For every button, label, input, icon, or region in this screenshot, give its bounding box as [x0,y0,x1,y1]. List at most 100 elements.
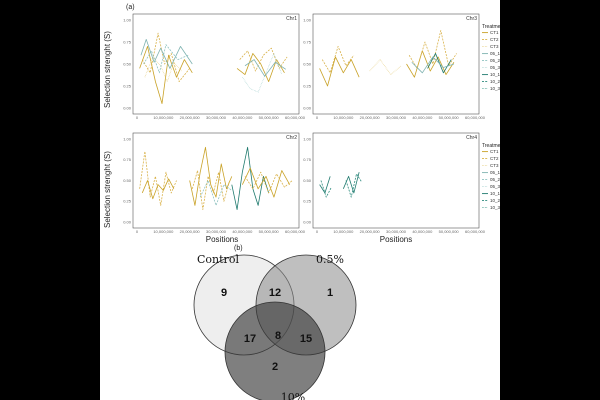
venn-diagram: Control 0.5% 10% 9 1 2 12 17 15 8 [193,253,357,400]
series-line-10_2 [320,180,332,198]
y-axis-label-top: Selection strenght (S) [103,31,112,108]
legend-label-ct1: CT1 [490,30,499,35]
legend-title: Treatment [482,24,500,30]
x-tick-label: 30,000,000 [386,229,407,234]
panel-chr3: Chr3 0.00 0.25 0.50 0.75 1.00 0 10,000,000 20,00… [303,13,486,120]
legend-label-05_2: 05_2 [490,177,500,182]
y-tick-label: 0.00 [303,219,312,224]
panel-chr1: Chr1 0.00 0.25 0.50 0.75 1.00 0 10,000,000 20,00… [123,13,306,120]
x-tick-label: 60,000,000 [465,115,486,120]
y-tick-label: 0.00 [123,219,132,224]
venn-count-control-10: 17 [244,333,256,345]
legend-chr3: TreatmentCT1 CT2 CT3 05_1 05_2 05_3 10_1 10_2 10… [482,24,500,91]
legend-label-05_1: 05_1 [490,170,500,175]
legend-label-10_1: 10_1 [490,72,500,77]
y-tick-label: 0.50 [123,61,132,66]
series-line-ct2 [139,151,177,206]
x-tick-label: 50,000,000 [439,115,460,120]
x-tick-label: 10,000,000 [333,115,354,120]
y-tick-label: 0.75 [123,39,132,44]
legend-label-10_3: 10_3 [490,86,500,91]
series-line-ct2 [239,47,288,72]
x-tick-label: 20,000,000 [360,115,381,120]
x-tick-label: 60,000,000 [465,229,486,234]
x-tick-label: 20,000,000 [360,229,381,234]
panel-chromosome-label: Chr4 [466,135,477,141]
series-line-05_3 [242,53,283,93]
x-tick-label: 60,000,000 [285,115,306,120]
series-line-ct3 [369,59,402,75]
series-line-10_2 [345,173,363,198]
x-tick-label: 20,000,000 [180,115,201,120]
x-tick-label: 40,000,000 [412,229,433,234]
x-axis-label-right: Positions [380,235,412,244]
x-tick-label: 30,000,000 [386,115,407,120]
y-tick-label: 1.00 [123,136,132,141]
legend-label-10_1: 10_1 [490,191,500,196]
figure-canvas: (a) Selection strenght (S) Selection str… [103,4,500,400]
legend-label-05_1: 05_1 [490,51,500,56]
x-tick-label: 10,000,000 [333,229,354,234]
y-tick-label: 0.75 [303,39,312,44]
series-line-10_1 [342,172,360,194]
legend-label-05_2: 05_2 [490,58,500,63]
y-tick-label: 0.75 [123,157,132,162]
venn-count-0-5-only: 1 [327,287,333,299]
legend-label-ct3: CT3 [490,163,499,168]
x-tick-label: 40,000,000 [232,115,253,120]
panel-frame [132,132,300,229]
legend-label-ct2: CT2 [490,37,499,42]
y-tick-label: 0.00 [303,105,312,110]
y-tick-label: 0.25 [123,199,132,204]
series-line-05_1 [411,56,455,74]
x-tick-label: 0 [316,229,319,234]
venn-set-label-0-5-percent: 0.5% [316,253,344,266]
line-panels: Chr1 0.00 0.25 0.50 0.75 1.00 0 10,000,000 20,00… [123,13,486,234]
legend-label-05_3: 05_3 [490,184,500,189]
legend-label-10_2: 10_2 [490,79,500,84]
x-axis-label-left: Positions [206,235,238,244]
series-line-ct1 [139,46,193,104]
series-line-ct2 [321,46,355,74]
x-tick-label: 40,000,000 [232,229,253,234]
x-tick-label: 50,000,000 [259,115,280,120]
legends: TreatmentCT1CT2CT305_105_205_310_110_210… [482,24,500,210]
series-line-ct2 [244,171,293,194]
panel-chr4: Chr4 0.00 0.25 0.50 0.75 1.00 0 10,000,000 20,00… [303,132,486,234]
legend-label-ct3: CT3 [490,44,499,49]
panel-b-label: (b) [234,245,243,252]
panel-chr2: Chr2 0.00 0.25 0.50 0.75 1.00 0 10,000,000 20,00… [123,132,306,234]
panel-frame [312,132,480,229]
venn-set-label-control: Control [197,253,239,266]
series-line-05_2 [143,44,189,74]
x-tick-label: 30,000,000 [206,115,227,120]
panel-a-label: (a) [126,4,135,11]
series-line-05_1 [140,38,193,69]
venn-count-0-5-10: 15 [300,333,312,345]
legend-label-ct2: CT2 [490,156,499,161]
y-tick-label: 1.00 [303,17,312,22]
venn-count-control-only: 9 [221,287,227,299]
legend-label-10_2: 10_2 [490,198,500,203]
x-tick-label: 0 [316,115,319,120]
series-line-ct1 [319,56,360,87]
legend-label-05_3: 05_3 [490,65,500,70]
venn-count-control-0-5: 12 [269,287,281,299]
panel-chromosome-label: Chr1 [286,16,297,22]
legend-label-ct1: CT1 [490,149,499,154]
series-line-05_1 [244,59,287,77]
legend-label-10_3: 10_3 [490,205,500,210]
panel-chromosome-label: Chr2 [286,135,297,141]
y-tick-label: 0.50 [303,178,312,183]
x-tick-label: 10,000,000 [153,229,174,234]
legend-title: Treatment [482,143,500,149]
figure: (a) Selection strenght (S) Selection str… [100,0,500,400]
y-tick-label: 0.50 [303,61,312,66]
x-tick-label: 60,000,000 [285,229,306,234]
x-tick-label: 0 [136,115,139,120]
venn-set-label-10-percent: 10% [281,391,305,400]
series-line-ct3 [144,56,183,82]
y-tick-label: 0.25 [303,199,312,204]
y-tick-label: 1.00 [303,136,312,141]
venn-count-10-only: 2 [272,361,278,373]
